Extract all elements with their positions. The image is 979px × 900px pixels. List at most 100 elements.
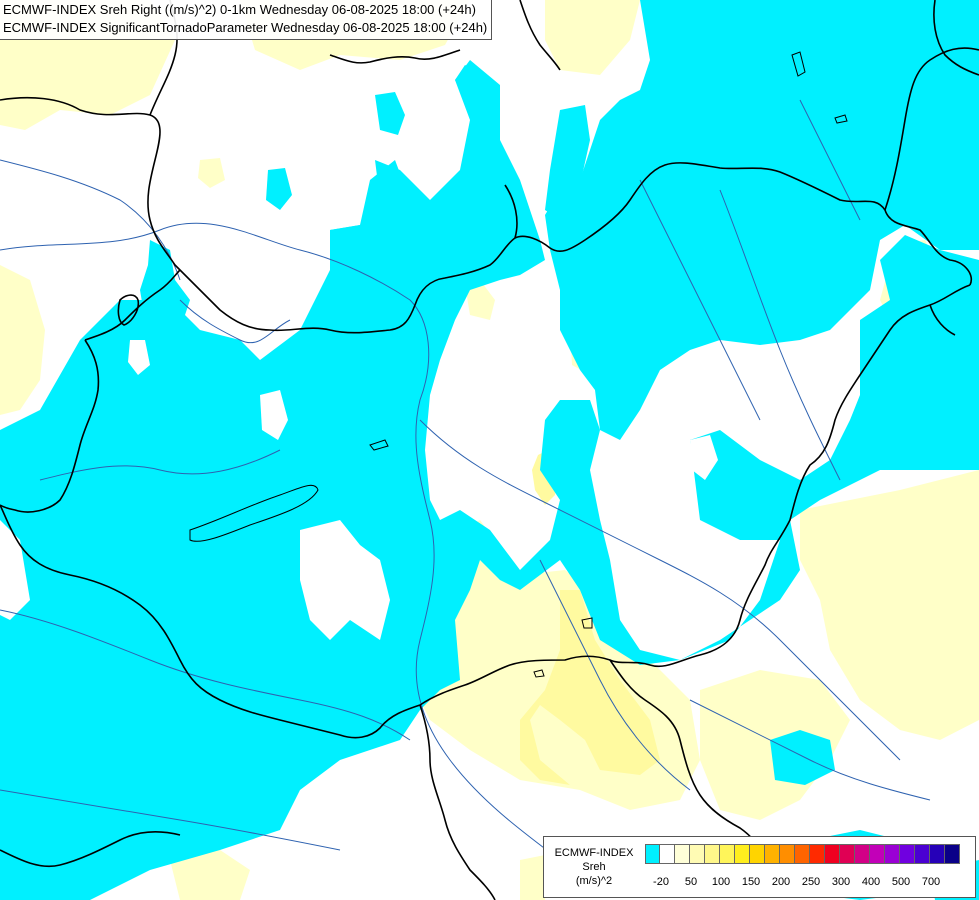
border-north-ne bbox=[884, 47, 979, 211]
pale-yellow-area-east bbox=[800, 470, 979, 740]
pale-yellow-spot-2 bbox=[465, 280, 495, 320]
cyan-area-northeast bbox=[545, 0, 979, 440]
legend-swatch-15 bbox=[870, 844, 885, 864]
legend-swatch-16 bbox=[885, 844, 900, 864]
legend-swatch-2 bbox=[675, 844, 690, 864]
cyan-area-east-strip bbox=[860, 255, 979, 470]
legend-swatch-9 bbox=[780, 844, 795, 864]
legend-swatch-13 bbox=[840, 844, 855, 864]
map-title-line-2: ECMWF-INDEX SignificantTornadoParameter … bbox=[3, 20, 488, 35]
legend-swatch-17 bbox=[900, 844, 915, 864]
pale-yellow-area-ne-top bbox=[545, 0, 640, 75]
legend-tick-1: 50 bbox=[684, 876, 698, 888]
border-romania-ukraine bbox=[929, 304, 956, 336]
pale-yellow-area-bottom-mid bbox=[520, 855, 545, 900]
legend-swatch-7 bbox=[750, 844, 765, 864]
river-11 bbox=[689, 699, 931, 801]
legend-swatch-20 bbox=[945, 844, 960, 864]
legend-title-line-2: Sreh bbox=[582, 861, 606, 873]
pale-yellow-area-bottom-left bbox=[170, 850, 250, 900]
border-top-3 bbox=[329, 49, 461, 64]
white-hole-2 bbox=[690, 435, 718, 480]
border-austria-hungary bbox=[84, 269, 181, 341]
border-hungary-south-east bbox=[419, 284, 971, 706]
river-4 bbox=[719, 189, 841, 481]
legend-swatch-6 bbox=[735, 844, 750, 864]
pale-yellow-area-west bbox=[0, 265, 45, 415]
legend-swatch-1 bbox=[660, 844, 675, 864]
white-holes bbox=[0, 340, 718, 880]
border-serbia-romania bbox=[609, 659, 766, 861]
river-3 bbox=[639, 179, 761, 421]
border-top-right-1 bbox=[933, 0, 979, 76]
border-croatia-bosnia bbox=[0, 830, 181, 868]
legend-tick-6: 300 bbox=[831, 876, 851, 888]
map-title-box: ECMWF-INDEX Sreh Right ((m/s)^2) 0-1km W… bbox=[0, 0, 493, 40]
river-2 bbox=[419, 419, 901, 761]
river-7 bbox=[539, 559, 691, 791]
cyan-area-se-blob bbox=[770, 730, 835, 785]
legend-tick-labels: -20 50 100 150 200 250 300 400 500 700 bbox=[645, 875, 975, 889]
map-title-line-1: ECMWF-INDEX Sreh Right ((m/s)^2) 0-1km W… bbox=[3, 2, 476, 17]
legend-swatch-0 bbox=[645, 844, 660, 864]
legend-swatch-4 bbox=[705, 844, 720, 864]
legend-tick-8: 500 bbox=[891, 876, 911, 888]
legend-tick-0: -20 bbox=[653, 876, 669, 888]
legend-swatch-10 bbox=[795, 844, 810, 864]
cyan-area-top-blob-2 bbox=[266, 168, 292, 210]
legend-swatch-5 bbox=[720, 844, 735, 864]
white-hole-1 bbox=[260, 390, 288, 440]
river-12 bbox=[799, 99, 861, 221]
cyan-area-north-strip bbox=[330, 65, 500, 300]
river-5 bbox=[0, 609, 411, 741]
river-1 bbox=[0, 222, 561, 861]
legend-title: ECMWF-INDEX Sreh (m/s)^2 bbox=[546, 846, 642, 888]
border-north-center bbox=[504, 184, 518, 239]
legend-swatch-12 bbox=[825, 844, 840, 864]
white-hole-west bbox=[0, 520, 30, 620]
legend-swatch-19 bbox=[930, 844, 945, 864]
lake-small-4 bbox=[581, 617, 593, 629]
lake-small-1 bbox=[369, 439, 389, 451]
rivers bbox=[0, 99, 931, 861]
color-legend: ECMWF-INDEX Sreh (m/s)^2 -20 50 100 150 200 2… bbox=[543, 836, 976, 898]
cyan-area-west-top bbox=[140, 240, 190, 335]
border-slovenia-austria bbox=[0, 339, 100, 513]
legend-tick-4: 200 bbox=[771, 876, 791, 888]
legend-tick-5: 250 bbox=[801, 876, 821, 888]
legend-swatch-14 bbox=[855, 844, 870, 864]
legend-tick-7: 400 bbox=[861, 876, 881, 888]
lake-balaton bbox=[189, 484, 319, 542]
legend-swatch-8 bbox=[765, 844, 780, 864]
legend-tick-3: 150 bbox=[741, 876, 761, 888]
border-austria-czech-slovakia bbox=[0, 96, 972, 334]
white-hole-3 bbox=[300, 520, 390, 640]
legend-swatch-18 bbox=[915, 844, 930, 864]
river-10 bbox=[39, 449, 281, 481]
legend-swatches bbox=[645, 844, 960, 864]
legend-tick-2: 100 bbox=[711, 876, 731, 888]
river-6 bbox=[0, 789, 341, 851]
lake-small-3 bbox=[834, 114, 848, 124]
border-top-4 bbox=[519, 0, 561, 71]
border-croatia-slovenia bbox=[0, 504, 421, 739]
white-hole-4 bbox=[330, 760, 440, 880]
border-serbia-bosnia bbox=[419, 704, 496, 900]
border-west-loop bbox=[117, 294, 140, 326]
cyan-area-west-main bbox=[0, 60, 979, 900]
pale-yellow-spot-1 bbox=[198, 158, 225, 188]
cyan-area-top-blob bbox=[375, 92, 405, 135]
river-8 bbox=[0, 159, 181, 281]
legend-swatch-3 bbox=[690, 844, 705, 864]
lake-small-2 bbox=[791, 51, 806, 77]
lakes bbox=[189, 51, 848, 678]
legend-title-line-1: ECMWF-INDEX bbox=[554, 847, 634, 859]
cyan-area-north-small bbox=[545, 105, 590, 220]
yellow-area-south-core bbox=[520, 590, 660, 785]
legend-swatch-11 bbox=[810, 844, 825, 864]
white-hole-5 bbox=[128, 340, 150, 375]
